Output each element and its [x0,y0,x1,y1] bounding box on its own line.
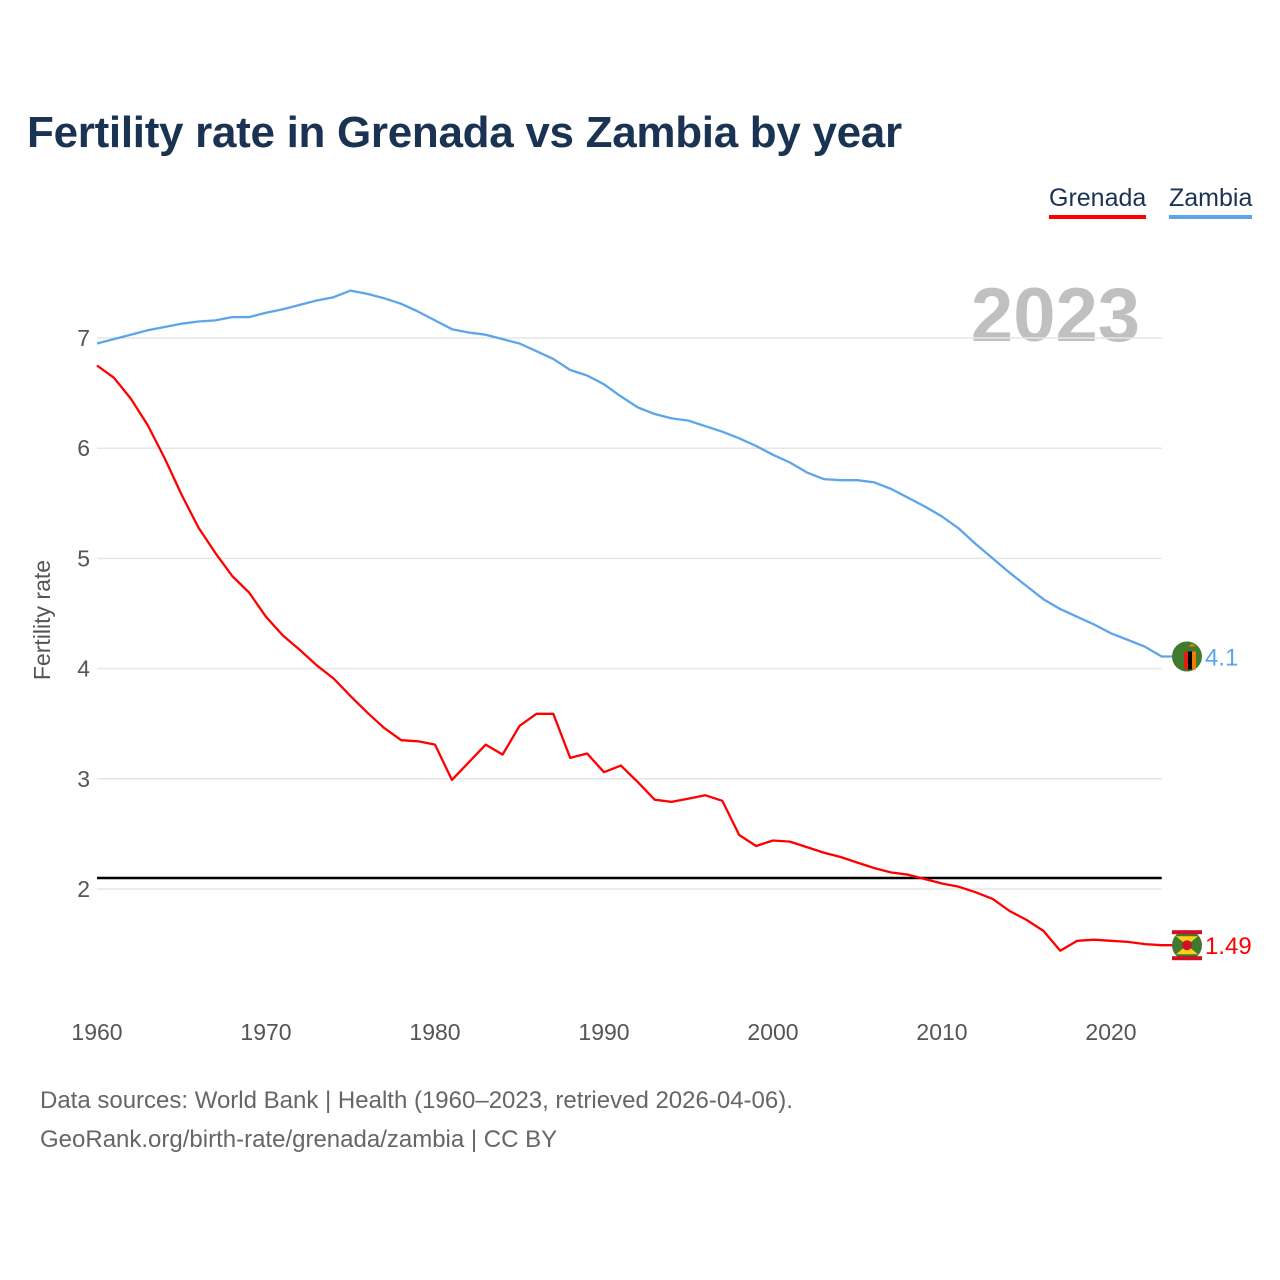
end-value-label-grenada: 1.49 [1205,933,1252,960]
y-tick-label: 6 [77,435,90,461]
flag-stripe [1188,651,1192,670]
legend-grenada[interactable]: Grenada [1049,184,1147,219]
x-tick-label: 2010 [916,1019,967,1045]
flag-stripe [1184,651,1188,670]
flag-border [1172,930,1202,935]
y-tick-label: 7 [77,325,90,351]
y-tick-label: 5 [77,545,90,571]
x-tick-label: 1990 [578,1019,629,1045]
series-line-grenada [96,364,1175,952]
y-axis-label: Fertility rate [29,560,55,680]
flag-stripe [1192,651,1196,670]
x-tick-label: 2000 [747,1019,798,1045]
legend-zambia[interactable]: Zambia [1169,184,1253,219]
flag-center [1182,940,1192,951]
y-tick-label: 4 [77,656,90,682]
flag-eagle [1188,643,1196,647]
y-tick-label: 3 [77,766,90,792]
x-tick-label: 1980 [409,1019,460,1045]
year-watermark: 2023 [971,273,1140,358]
flag-border [1172,956,1202,961]
end-value-label-zambia: 4.1 [1205,644,1238,671]
footer-url[interactable]: GeoRank.org/birth-rate/grenada/zambia | … [40,1126,558,1153]
footer-source: Data sources: World Bank | Health (1960–… [40,1087,793,1114]
x-tick-label: 2020 [1085,1019,1136,1045]
series-line-zambia [96,289,1175,658]
x-tick-label: 1970 [240,1019,291,1045]
y-tick-label: 2 [77,876,90,902]
x-tick-label: 1960 [71,1019,122,1045]
chart-title: Fertility rate in Grenada vs Zambia by y… [27,108,902,157]
